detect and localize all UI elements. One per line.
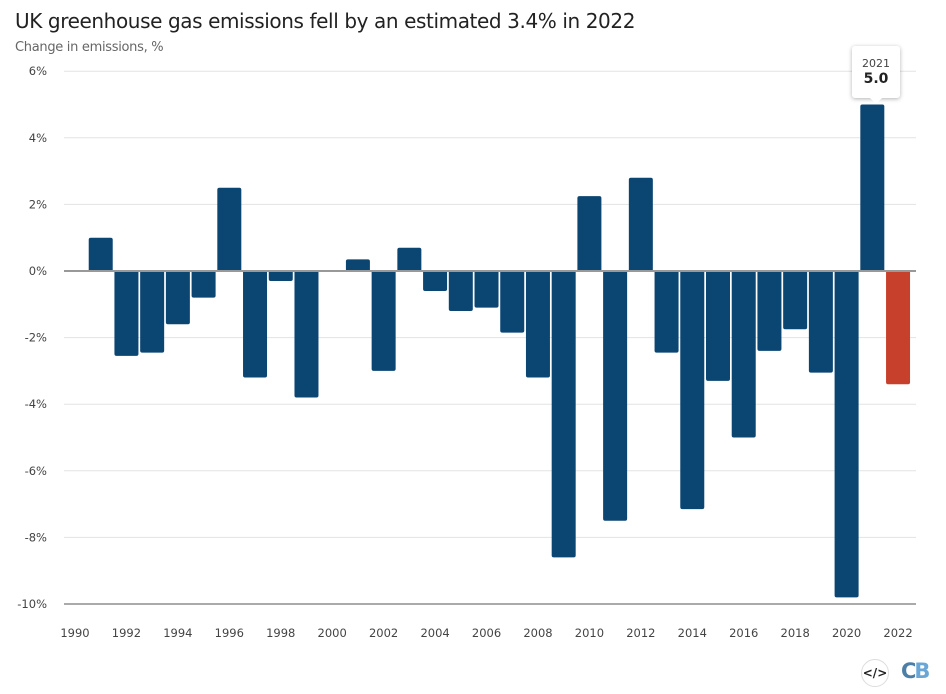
code-icon: </> (862, 666, 888, 680)
bar-2005 (448, 271, 473, 311)
carbon-brief-logo[interactable]: CB (901, 659, 930, 683)
bar-2014 (680, 271, 705, 510)
bar-2003 (397, 247, 422, 271)
x-tick-label: 2002 (369, 626, 398, 640)
bar-2002 (371, 271, 396, 371)
tooltip-value: 5.0 (863, 71, 889, 87)
y-tick-label: -2% (25, 331, 47, 345)
bar-2010 (577, 196, 602, 271)
x-tick-label: 2008 (523, 626, 552, 640)
bar-2013 (654, 271, 679, 353)
x-tick-label: 1992 (112, 626, 141, 640)
bar-1992 (114, 271, 139, 356)
bar-2012 (628, 177, 653, 271)
x-tick-label: 2014 (678, 626, 707, 640)
bar-1993 (140, 271, 165, 353)
bar-2009 (551, 271, 576, 558)
x-tick-label: 2016 (729, 626, 758, 640)
bar-2016 (731, 271, 756, 438)
bar-2008 (525, 271, 550, 378)
tooltip-year: 2021 (862, 57, 890, 70)
y-tick-label: -8% (25, 530, 47, 544)
x-tick-label: 1998 (266, 626, 295, 640)
x-tick-label: 1994 (163, 626, 192, 640)
y-tick-label: 2% (29, 197, 47, 211)
x-tick-label: 2012 (626, 626, 655, 640)
x-tick-label: 2022 (883, 626, 912, 640)
x-tick-label: 1990 (60, 626, 89, 640)
bar-1995 (191, 271, 216, 298)
bar-2006 (474, 271, 499, 308)
x-tick-label: 2010 (575, 626, 604, 640)
bar-2015 (706, 271, 730, 381)
y-tick-label: 6% (29, 64, 47, 78)
y-tick-label: 0% (29, 264, 47, 278)
bar-1998 (268, 271, 293, 281)
bar-2007 (500, 271, 525, 333)
x-tick-label: 2000 (318, 626, 347, 640)
bar-2019 (808, 271, 833, 373)
y-tick-label: -10% (17, 597, 47, 611)
bar-1994 (165, 271, 190, 325)
chart-subtitle: Change in emissions, % (15, 40, 164, 55)
x-tick-label: 2018 (781, 626, 810, 640)
x-tick-label: 2004 (420, 626, 449, 640)
x-tick-label: 1996 (215, 626, 244, 640)
chart-title: UK greenhouse gas emissions fell by an e… (15, 9, 636, 33)
bar-2020 (834, 271, 859, 598)
bar-2001 (345, 259, 370, 271)
bar-1991 (88, 237, 113, 271)
x-tick-label: 2006 (472, 626, 501, 640)
bar-2018 (783, 271, 808, 330)
tooltip: 2021 5.0 (852, 46, 900, 104)
bar-2017 (757, 271, 782, 351)
y-tick-label: 4% (29, 131, 47, 145)
y-tick-label: -6% (25, 464, 47, 478)
bar-1996 (217, 187, 242, 271)
x-tick-label: 2020 (832, 626, 861, 640)
y-tick-label: -4% (25, 397, 47, 411)
bar-1997 (243, 271, 268, 378)
bar-2011 (603, 271, 628, 521)
bar-2021 (860, 104, 885, 271)
bar-2022 (886, 271, 911, 385)
bar-1999 (294, 271, 319, 398)
bar-2004 (423, 271, 448, 291)
embed-code-button[interactable]: </> (861, 659, 889, 687)
